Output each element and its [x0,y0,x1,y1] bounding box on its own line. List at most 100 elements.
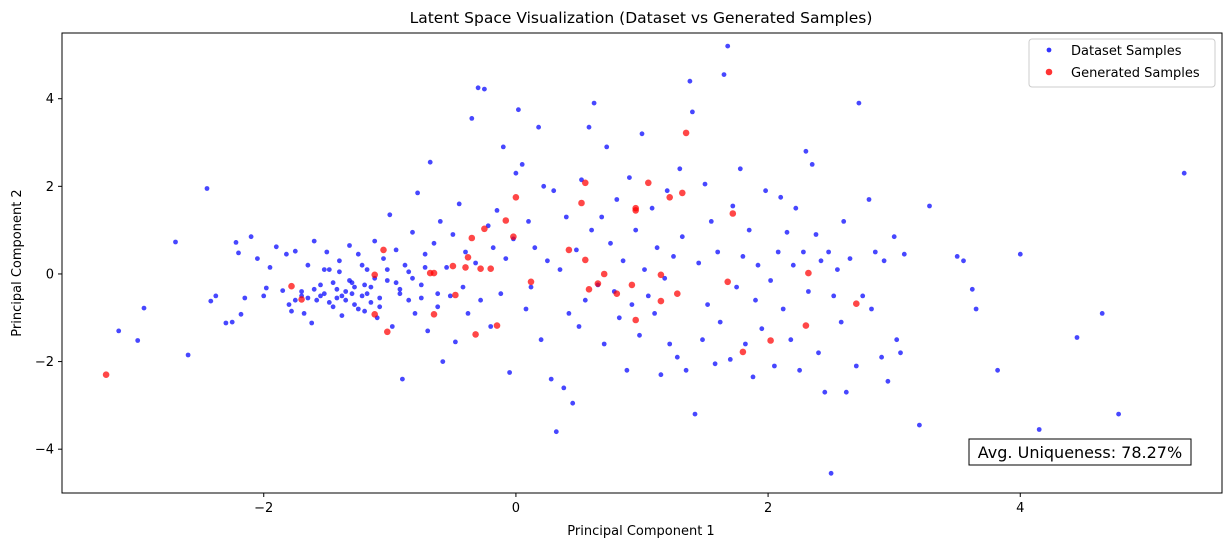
dataset-point [519,162,525,167]
chart-title: Latent Space Visualization (Dataset vs G… [410,9,873,27]
dataset-point [566,311,572,316]
generated-point [452,291,459,299]
dataset-point [475,85,481,91]
dataset-point [778,194,784,200]
dataset-point [418,282,424,288]
dataset-point [843,389,849,395]
dataset-point [135,338,141,343]
dataset-point [330,280,336,286]
dataset-point [664,188,670,194]
dataset-point [604,144,610,150]
dataset-point [696,260,702,266]
legend: Dataset Samples Generated Samples [1028,38,1216,88]
dataset-point [326,300,332,305]
dataset-point [352,284,357,290]
dataset-point [687,78,693,84]
dataset-point [589,227,594,233]
generated-point [682,129,690,137]
dataset-point [576,324,582,329]
dataset-point [381,256,386,261]
dataset-point [917,422,922,428]
y-tick-label: 2 [46,180,54,195]
dataset-point [790,262,796,268]
dataset-point [551,188,557,194]
dataset-point [311,238,317,244]
dataset-point [847,256,853,261]
dataset-point [822,389,828,395]
dataset-point [532,245,538,251]
dataset-point [828,470,834,476]
dataset-point [784,229,790,235]
dataset-point [1116,411,1121,417]
dataset-point [460,284,466,290]
generated-point [724,278,731,286]
dataset-point [233,240,239,245]
x-axis-label: Principal Component 1 [567,524,714,539]
dataset-point [387,212,393,218]
dataset-point [866,197,872,202]
generated-point [600,270,608,278]
dataset-point [740,254,746,259]
dataset-point [347,243,352,248]
dataset-point [402,262,408,268]
dataset-point [498,291,504,297]
x-tick-label: 2 [764,501,772,516]
dataset-point [431,240,437,246]
generated-point [632,207,639,214]
dataset-point [528,284,534,290]
dataset-point [490,245,496,251]
plot-frame [61,32,1223,494]
generated-point [739,348,747,356]
dataset-point [538,337,544,343]
dataset-point [662,275,668,281]
dataset-point [708,219,714,224]
dataset-point [671,254,676,259]
dataset-point [473,260,478,266]
dataset-point [743,341,748,347]
dataset-point [679,234,685,240]
dataset-point [289,308,294,314]
dataset-point [444,265,449,270]
dataset-point [898,350,903,356]
legend-label-generated: Generated Samples [1071,66,1200,81]
dataset-point [377,295,383,301]
dataset-point [384,278,390,283]
dataset-point [737,166,743,172]
dataset-point [969,286,975,292]
generated-point [645,179,652,187]
dataset-point [238,311,244,317]
generated-point [767,337,774,344]
dataset-point [482,86,487,92]
dataset-point [364,291,370,297]
dataset-point [343,297,349,303]
dataset-point [700,337,705,343]
dataset-point [860,293,866,299]
dataset-point [674,354,680,360]
dataset-point [326,267,332,272]
dataset-point [213,293,219,299]
dataset-point [400,376,405,382]
dataset-point [750,374,756,380]
y-tick-label: 0 [46,267,54,282]
dataset-point [601,341,607,347]
generated-point [674,290,681,298]
dataset-point [803,148,809,154]
dataset-point [759,326,765,332]
y-axis-ticks: −4 −2 0 2 4 [35,92,62,458]
dataset-point [305,295,311,301]
dataset-point [553,429,559,435]
generated-point [477,265,484,273]
dataset-point [359,262,365,268]
generated-point [380,246,387,254]
dataset-point [469,116,475,121]
dataset-point [397,286,403,292]
dataset-point [397,291,403,297]
dataset-point [185,352,191,358]
generated-point [462,264,469,271]
dataset-point [536,124,541,130]
generated-point [430,311,438,318]
dataset-point [772,363,777,369]
dataset-point [456,201,462,207]
dataset-point [654,245,660,251]
dataset-point [321,267,327,272]
